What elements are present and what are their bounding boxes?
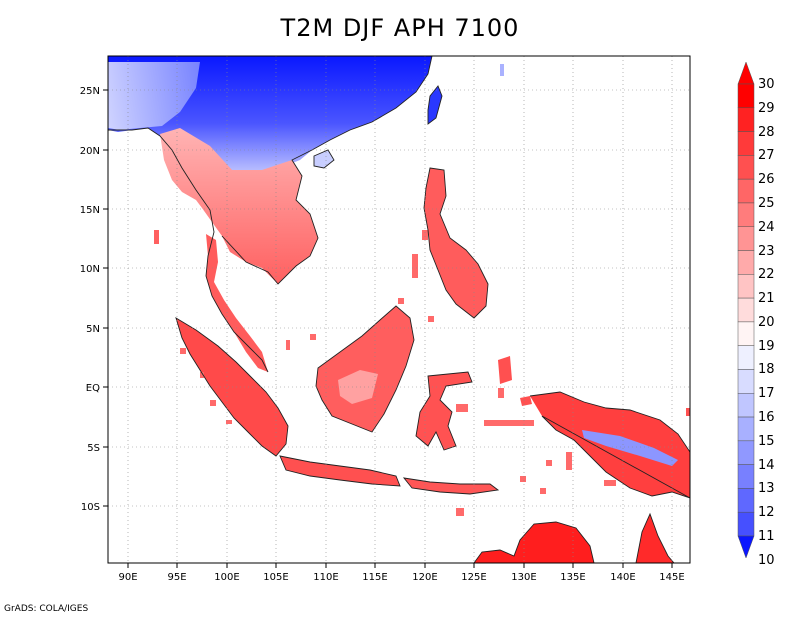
colorbar-band (737, 297, 755, 323)
colorbar-band (737, 369, 755, 394)
java-region (280, 456, 400, 486)
colorbar-band (737, 83, 755, 109)
colorbar-level-label: 14 (758, 457, 775, 473)
credit-text: GrADS: COLA/IGES (4, 604, 89, 614)
colorbar-band (737, 511, 755, 537)
colorbar-band (737, 440, 755, 465)
colorbar-level-label: 12 (758, 505, 775, 521)
colorbar-band (737, 416, 755, 442)
colorbar-level-label: 29 (758, 100, 775, 116)
latitude-labels: 25N 20N 15N 10N 5N EQ 5S 10S (80, 86, 100, 513)
hainan-region (314, 150, 334, 168)
land-fields (108, 56, 690, 563)
map-title: T2M DJF APH 7100 (280, 14, 520, 42)
lat-tick-label: 25N (80, 86, 100, 97)
colorbar-band (737, 488, 755, 513)
colorbar-level-label: 22 (758, 267, 775, 283)
lon-tick-label: 140E (610, 572, 635, 583)
colorbar-level-label: 25 (758, 195, 775, 211)
colorbar-arrow-bottom (737, 535, 755, 559)
colorbar-level-label: 27 (758, 148, 775, 164)
lat-tick-label: 5N (86, 324, 100, 335)
lon-tick-label: 130E (511, 572, 536, 583)
colorbar-band (737, 250, 755, 275)
indochina-region (160, 128, 318, 284)
colorbar-level-label: 24 (758, 219, 775, 235)
colorbar-level-label: 19 (758, 338, 775, 354)
colorbar-band (737, 202, 755, 227)
lon-tick-label: 90E (118, 572, 137, 583)
colorbar-level-label: 11 (758, 529, 775, 544)
taiwan-region (428, 86, 442, 124)
graticule (108, 56, 690, 563)
lon-tick-label: 145E (659, 572, 684, 583)
colorbar-level-label: 28 (758, 124, 775, 140)
lon-tick-label: 135E (560, 572, 585, 583)
lat-tick-label: 10N (80, 264, 100, 275)
lat-tick-label: 10S (81, 502, 100, 513)
colorbar-band (737, 226, 755, 251)
colorbar (737, 61, 755, 559)
australia-region (474, 522, 594, 563)
colorbar-level-label: 21 (758, 291, 775, 307)
lat-tick-label: 20N (80, 146, 100, 157)
colorbar-band (737, 345, 755, 370)
colorbar-arrow-top (737, 61, 755, 85)
colorbar-band (737, 178, 755, 204)
map-border (107, 55, 691, 564)
colorbar-level-label: 26 (758, 172, 775, 188)
longitude-labels: 90E 95E 100E 105E 110E 115E 120E 125E 13… (118, 572, 684, 583)
colorbar-band (737, 274, 755, 299)
colorbar-level-label: 13 (758, 481, 775, 497)
lon-tick-label: 125E (461, 572, 486, 583)
lon-tick-label: 105E (263, 572, 288, 583)
lat-tick-label: EQ (86, 383, 100, 394)
colorbar-band (737, 464, 755, 489)
colorbar-level-label: 20 (758, 314, 775, 330)
lon-tick-label: 115E (362, 572, 387, 583)
colorbar-band (737, 107, 755, 132)
lon-tick-label: 95E (167, 572, 186, 583)
colorbar-level-label: 15 (758, 433, 775, 449)
lon-tick-label: 110E (313, 572, 338, 583)
borneo-region (316, 306, 414, 432)
colorbar-level-label: 23 (758, 243, 775, 259)
malay-peninsula-region (206, 234, 268, 372)
colorbar-level-label: 30 (758, 77, 775, 92)
colorbar-level-label: 16 (758, 410, 775, 426)
colorbar-band (737, 131, 755, 156)
colorbar-level-label: 10 (758, 552, 775, 568)
colorbar-level-label: 17 (758, 386, 775, 402)
lon-tick-label: 100E (214, 572, 239, 583)
lat-tick-label: 5S (87, 443, 100, 454)
lat-tick-label: 15N (80, 205, 100, 216)
colorbar-band (737, 321, 755, 346)
lon-tick-label: 120E (412, 572, 437, 583)
colorbar-level-label: 18 (758, 362, 775, 378)
colorbar-band (737, 393, 755, 418)
colorbar-band (737, 155, 755, 180)
